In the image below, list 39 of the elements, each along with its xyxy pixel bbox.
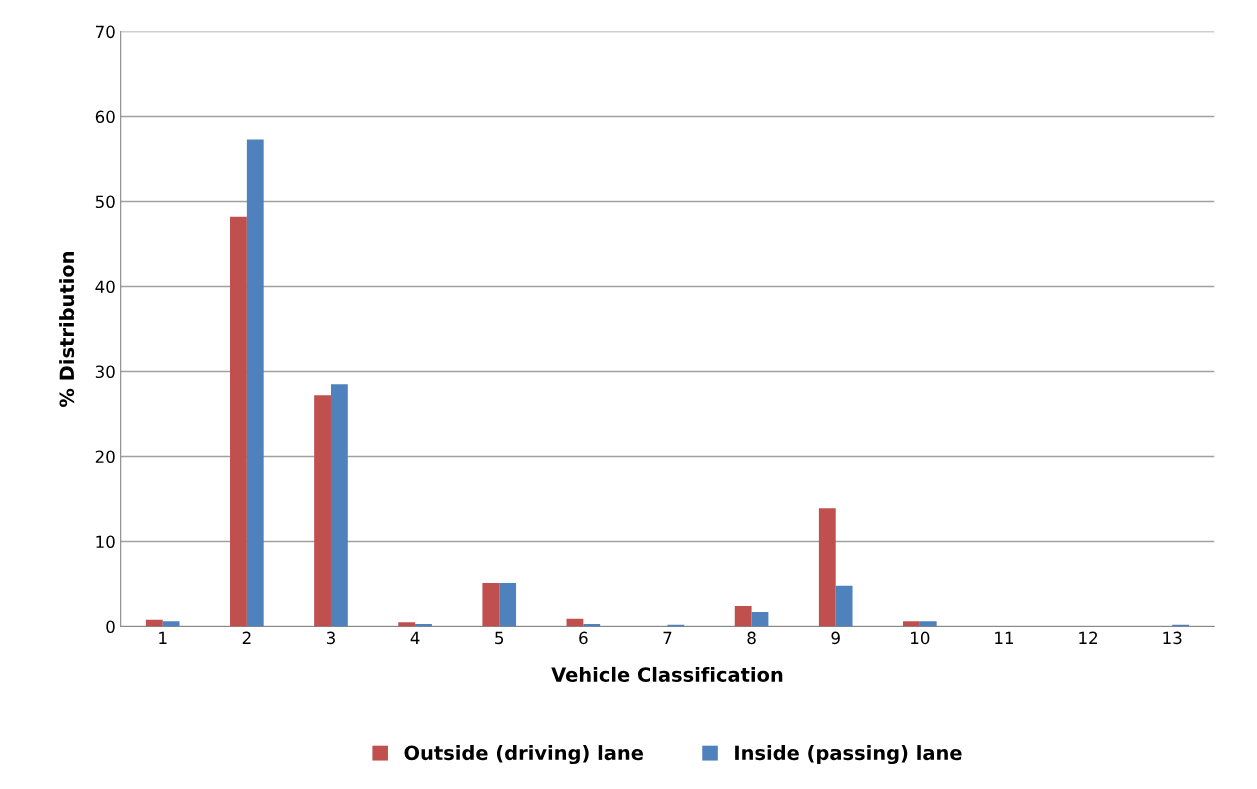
x-tick-label: 13 — [1163, 631, 1182, 645]
x-tick-label: 4 — [410, 631, 420, 644]
y-tick-label: 60 — [95, 110, 115, 124]
y-tick-label: 10 — [96, 535, 115, 549]
bar — [246, 139, 264, 627]
y-tick-label: 30 — [95, 365, 115, 379]
bar — [903, 621, 920, 627]
bar — [314, 395, 331, 627]
legend-label: Inside (passing) lane — [735, 745, 962, 765]
bar — [919, 621, 937, 627]
x-tick-label: 12 — [1079, 631, 1098, 644]
x-tick-label: 11 — [995, 631, 1014, 644]
bar — [482, 583, 500, 627]
bar — [499, 583, 517, 627]
bar — [330, 384, 348, 627]
y-tick-label: 0 — [106, 620, 115, 634]
bar — [230, 216, 247, 627]
bar — [818, 508, 836, 627]
x-tick-label: 1 — [159, 631, 167, 644]
x-tick-label: 8 — [747, 631, 756, 645]
bar — [751, 612, 769, 627]
y-tick-label: 50 — [95, 195, 115, 209]
x-tick-label: 3 — [326, 631, 335, 645]
x-tick-label: 7 — [663, 631, 672, 644]
y-tick-label: 70 — [95, 25, 115, 39]
x-tick-label: 5 — [495, 631, 504, 645]
x-tick-label: 6 — [579, 631, 588, 645]
bar — [162, 621, 180, 627]
y-tick-label: 40 — [95, 280, 115, 294]
legend-label: Outside (driving) lane — [404, 745, 643, 765]
x-axis-title: Vehicle Classification — [551, 666, 783, 682]
y-axis-title: % Distribution — [59, 251, 75, 407]
x-tick-label: 10 — [911, 631, 930, 645]
bar — [835, 585, 853, 627]
x-tick-label: 9 — [831, 631, 840, 645]
bar — [734, 606, 752, 627]
x-tick-label: 2 — [242, 631, 251, 644]
bar — [398, 622, 416, 627]
y-tick-label: 20 — [95, 450, 115, 464]
